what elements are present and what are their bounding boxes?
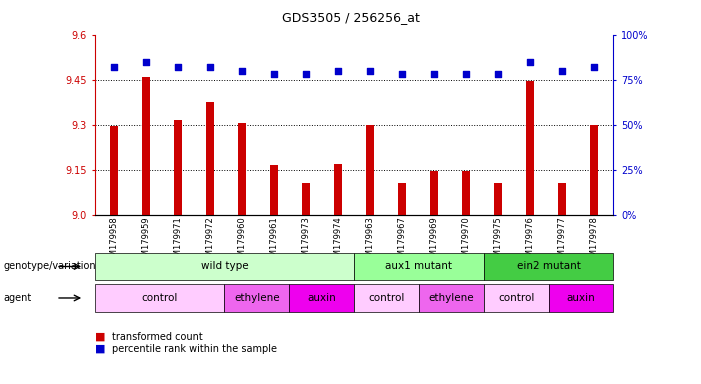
Text: agent: agent [4,293,32,303]
Bar [110,126,118,215]
Bar [484,253,613,280]
Point [524,59,536,65]
Point [557,68,568,74]
Bar [354,284,418,312]
Text: wild type: wild type [200,262,248,271]
Text: ethylene: ethylene [234,293,280,303]
Text: GDS3505 / 256256_at: GDS3505 / 256256_at [282,12,419,25]
Bar [430,171,438,215]
Text: auxin: auxin [307,293,336,303]
Bar [174,120,182,215]
Bar [398,184,406,215]
Point [365,68,376,74]
Text: transformed count: transformed count [112,332,203,342]
Bar [270,166,278,215]
Bar [290,284,354,312]
Text: control: control [142,293,177,303]
Bar [484,284,549,312]
Point [332,68,343,74]
Point [204,64,215,70]
Point [589,64,600,70]
Point [300,71,311,77]
Bar [302,184,310,215]
Point [461,71,472,77]
Point [172,64,184,70]
Text: auxin: auxin [566,293,595,303]
Bar [142,77,150,215]
Text: aux1 mutant: aux1 mutant [386,262,452,271]
Text: control: control [498,293,534,303]
Bar [462,171,470,215]
Bar [558,184,566,215]
Point [236,68,247,74]
Bar [418,284,484,312]
Text: ■: ■ [95,344,105,354]
Text: ■: ■ [95,332,105,342]
Bar [494,184,502,215]
Point [428,71,440,77]
Text: ethylene: ethylene [428,293,474,303]
Point [493,71,504,77]
Bar [206,102,214,215]
Bar [526,81,534,215]
Bar [95,253,354,280]
Point [140,59,151,65]
Bar [366,125,374,215]
Bar [354,253,484,280]
Point [108,64,119,70]
Point [397,71,408,77]
Bar [334,164,342,215]
Text: percentile rank within the sample: percentile rank within the sample [112,344,277,354]
Bar [549,284,613,312]
Bar [224,284,290,312]
Text: control: control [368,293,404,303]
Bar [590,125,598,215]
Point [268,71,280,77]
Text: genotype/variation: genotype/variation [4,262,96,271]
Bar [238,123,246,215]
Text: ein2 mutant: ein2 mutant [517,262,580,271]
Bar [95,284,224,312]
